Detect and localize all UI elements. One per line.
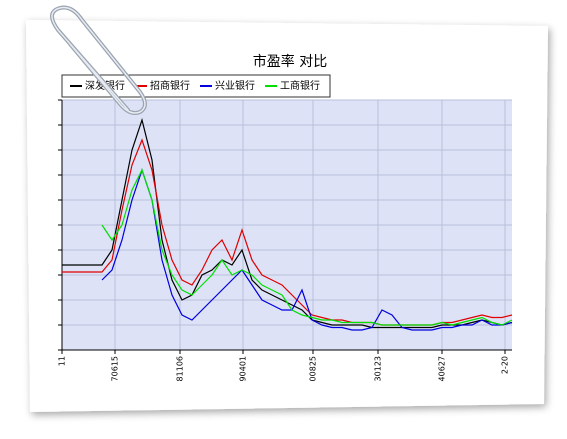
- x-tick-label: 30123: [374, 356, 383, 381]
- clip-highlight: [51, 6, 146, 114]
- x-tick-label: 40627: [438, 356, 447, 381]
- chart-title: 市盈率 对比: [253, 53, 327, 70]
- legend-label: 招商银行: [150, 79, 190, 92]
- x-tick-label: 11: [58, 356, 67, 366]
- x-tick-label: 00825: [309, 356, 318, 381]
- x-tick-label: 81106: [176, 356, 185, 381]
- plot: 11 70615 81106 90401 00825 30123 40627 2-20: [58, 99, 513, 381]
- series-line: [101, 168, 513, 326]
- x-tick-label: 2-20: [501, 356, 510, 374]
- legend-label: 工商银行: [280, 79, 320, 92]
- series-line: [101, 168, 513, 331]
- paperclip: [50, 5, 147, 115]
- legend-label: 兴业银行: [215, 79, 255, 92]
- x-tick-label: 90401: [239, 356, 248, 381]
- x-tick-label: 70615: [111, 356, 120, 381]
